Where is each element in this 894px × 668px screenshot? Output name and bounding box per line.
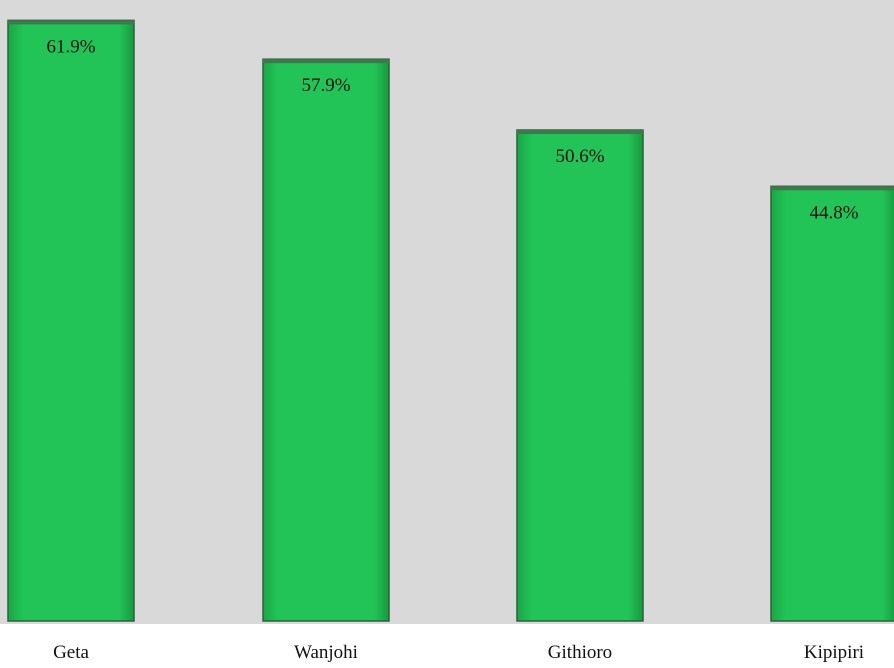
bar-top-edge [263, 59, 389, 64]
value-label: 57.9% [301, 75, 350, 96]
category-label: Kipipiri [804, 642, 864, 663]
value-label: 44.8% [809, 202, 858, 223]
bar-githioro [516, 129, 644, 622]
category-label: Wanjohi [294, 642, 358, 663]
value-label: 61.9% [46, 36, 95, 57]
bar-top-edge [8, 20, 134, 25]
bar-rect [262, 58, 390, 622]
bars-layer [7, 19, 894, 622]
value-label: 50.6% [555, 146, 604, 167]
value-labels-layer: 61.9% 57.9% 50.6% 44.8% [46, 36, 858, 223]
category-label: Geta [53, 642, 89, 663]
bar-rect [516, 129, 644, 622]
category-label: Githioro [548, 642, 612, 663]
category-labels-layer: Geta Wanjohi Githioro Kipipiri [53, 642, 864, 663]
bar-top-edge [517, 130, 643, 135]
bar-geta [7, 19, 135, 622]
plot-area [0, 0, 894, 624]
bar-rect [7, 19, 135, 622]
bar-kipipiri [770, 185, 894, 622]
bar-wanjohi [262, 58, 390, 622]
bar-top-edge [771, 186, 894, 191]
bar-rect [770, 185, 894, 622]
